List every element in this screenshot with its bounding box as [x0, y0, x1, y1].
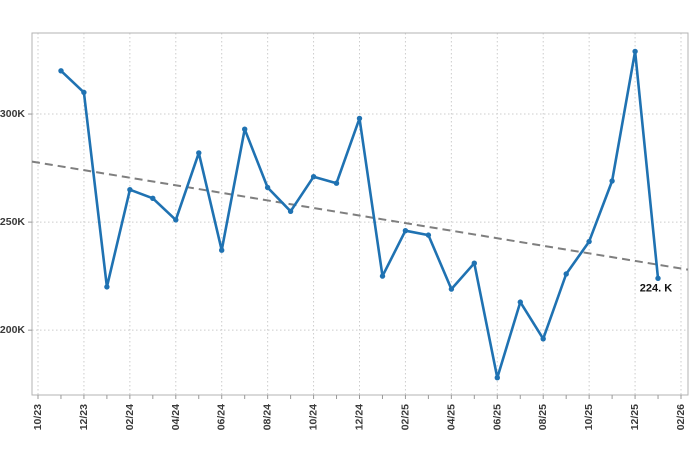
- y-tick-label: 250K: [0, 216, 25, 228]
- x-tick-label: 12/24: [354, 404, 366, 430]
- x-tick-label: 12/23: [78, 404, 90, 430]
- x-tick-label: 02/24: [124, 404, 136, 430]
- x-tick-label: 06/24: [216, 404, 228, 430]
- data-point[interactable]: 01/26: 224K: [655, 275, 661, 281]
- data-point[interactable]: 05/24: 282K: [196, 150, 202, 156]
- x-tick-label: 10/23: [32, 404, 44, 430]
- data-point[interactable]: 06/25: 178K: [494, 375, 500, 381]
- x-tick-label: 08/24: [262, 404, 274, 430]
- data-point[interactable]: 05/25: 231K: [471, 260, 477, 266]
- data-point[interactable]: 02/24: 265K: [127, 187, 133, 193]
- data-point[interactable]: 11/23: 320K: [58, 68, 64, 74]
- x-tick-label: 02/26: [675, 404, 687, 430]
- y-tick-label: 300K: [0, 108, 25, 120]
- data-point[interactable]: 02/25: 246K: [402, 228, 409, 234]
- x-tick-label: 10/25: [583, 404, 595, 430]
- trend-line: [31, 160, 689, 271]
- data-point[interactable]: 12/25: 329K: [632, 48, 638, 55]
- data-point[interactable]: 08/25: 196K: [540, 336, 546, 342]
- x-tick-label: 12/25: [629, 404, 641, 430]
- last-value-label: 224. K: [640, 282, 672, 294]
- data-point[interactable]: 01/25: 225K: [379, 273, 386, 279]
- data-point[interactable]: 07/25: 213K: [517, 299, 523, 305]
- x-tick-label: 04/24: [170, 404, 182, 430]
- data-point[interactable]: 12/23: 310K: [81, 89, 87, 96]
- data-point[interactable]: 06/24: 237K: [219, 247, 225, 253]
- x-tick-label: 06/25: [491, 404, 503, 430]
- data-point[interactable]: 03/25: 244K: [425, 232, 432, 238]
- x-tick-label: 04/25: [445, 404, 457, 430]
- x-tick-label: 02/25: [399, 404, 411, 430]
- data-point[interactable]: 10/24: 271K: [310, 174, 317, 180]
- data-point[interactable]: 03/24: 261K: [150, 195, 156, 201]
- data-point[interactable]: 10/25: 241K: [586, 238, 592, 245]
- data-point[interactable]: 12/24: 298K: [356, 115, 363, 122]
- y-tick-label: 200K: [0, 324, 25, 336]
- data-point[interactable]: 08/24: 266K: [264, 184, 271, 191]
- x-tick-label: 08/25: [537, 404, 549, 430]
- data-point[interactable]: 09/25: 226K: [563, 271, 569, 277]
- data-point[interactable]: 09/24: 255K: [287, 208, 294, 214]
- data-point[interactable]: 11/25: 269K: [609, 178, 615, 184]
- data-point[interactable]: 01/24: 220K: [104, 284, 110, 290]
- data-point[interactable]: 07/24: 293K: [242, 126, 248, 132]
- data-point[interactable]: 04/25: 219K: [448, 286, 455, 292]
- data-point[interactable]: 04/24: 251K: [173, 217, 179, 223]
- data-point[interactable]: 11/24: 268K: [333, 180, 340, 186]
- x-tick-label: 10/24: [308, 404, 320, 430]
